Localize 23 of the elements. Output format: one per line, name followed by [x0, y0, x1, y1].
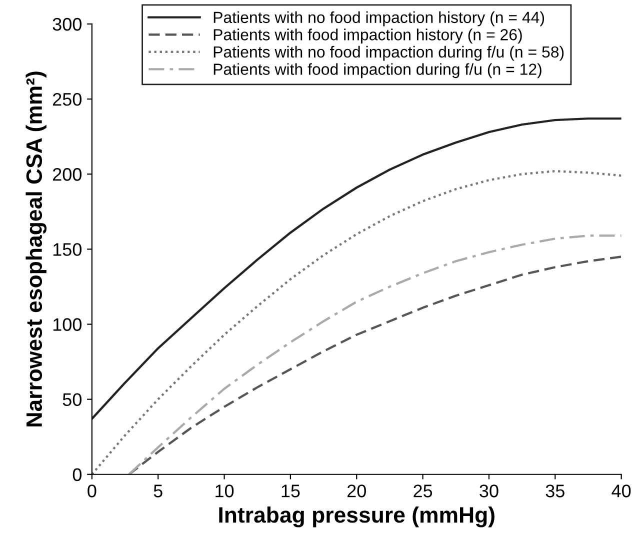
y-axis-title: Narrowest esophageal CSA (mm²)	[26, 72, 47, 426]
y-tick-label: 0	[72, 468, 82, 482]
x-tick-label: 40	[612, 484, 631, 498]
y-tick-label: 300	[52, 18, 82, 31]
x-tick-label: 10	[216, 484, 234, 498]
x-tick-label: 5	[154, 484, 162, 498]
y-tick-label: 200	[52, 168, 82, 181]
legend-label: Patients with food impaction during f/u (n = 12)	[214, 63, 542, 78]
y-tick-label: 50	[62, 393, 82, 406]
legend-label: Patients with no food impaction during f/u (n = 58)	[214, 46, 564, 61]
x-tick-label: 20	[347, 484, 366, 498]
line-series	[92, 117, 622, 420]
y-tick-label: 250	[52, 92, 82, 106]
x-tick-label: 15	[282, 484, 300, 498]
y-tick-label: 100	[53, 318, 82, 331]
x-tick-label: 0	[88, 484, 96, 498]
x-tick-label: 25	[414, 484, 432, 498]
legend-label: Patients with food impaction history (n = 26)	[214, 28, 522, 44]
y-tick-label: 150	[53, 243, 82, 256]
x-tick-label: 30	[480, 484, 498, 498]
legend-label: Patients with no food impaction history (n = 44)	[214, 11, 544, 26]
x-tick-label: 35	[546, 484, 564, 498]
x-axis-title: Intrabag pressure (mmHg)	[219, 506, 494, 528]
